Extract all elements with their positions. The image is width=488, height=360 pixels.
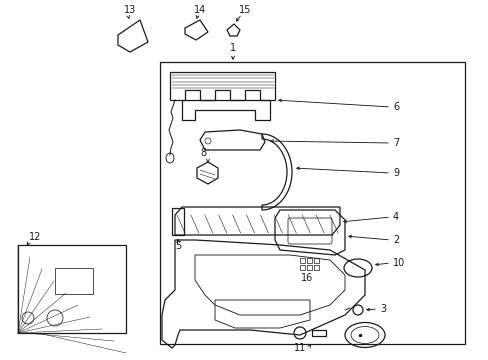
Bar — [299, 258, 305, 263]
Bar — [313, 258, 318, 263]
Bar — [18, 245, 126, 333]
Bar — [311, 330, 325, 336]
Bar — [306, 265, 311, 270]
Text: 8: 8 — [200, 148, 205, 158]
Bar — [299, 265, 305, 270]
FancyBboxPatch shape — [55, 268, 93, 294]
Text: 13: 13 — [123, 5, 136, 15]
Text: 10: 10 — [392, 258, 405, 268]
Text: 5: 5 — [175, 241, 181, 251]
Bar — [313, 265, 318, 270]
Text: 11: 11 — [293, 343, 305, 353]
Text: 12: 12 — [29, 232, 41, 242]
Text: 15: 15 — [238, 5, 251, 15]
Text: 14: 14 — [193, 5, 206, 15]
Text: 1: 1 — [229, 43, 236, 53]
Text: 2: 2 — [392, 235, 398, 245]
Text: 7: 7 — [392, 138, 398, 148]
Bar — [306, 258, 311, 263]
Text: 4: 4 — [392, 212, 398, 222]
Text: 3: 3 — [379, 304, 386, 314]
Text: 16: 16 — [300, 273, 312, 283]
Text: 6: 6 — [392, 102, 398, 112]
Text: 9: 9 — [392, 168, 398, 178]
Bar — [160, 62, 464, 344]
